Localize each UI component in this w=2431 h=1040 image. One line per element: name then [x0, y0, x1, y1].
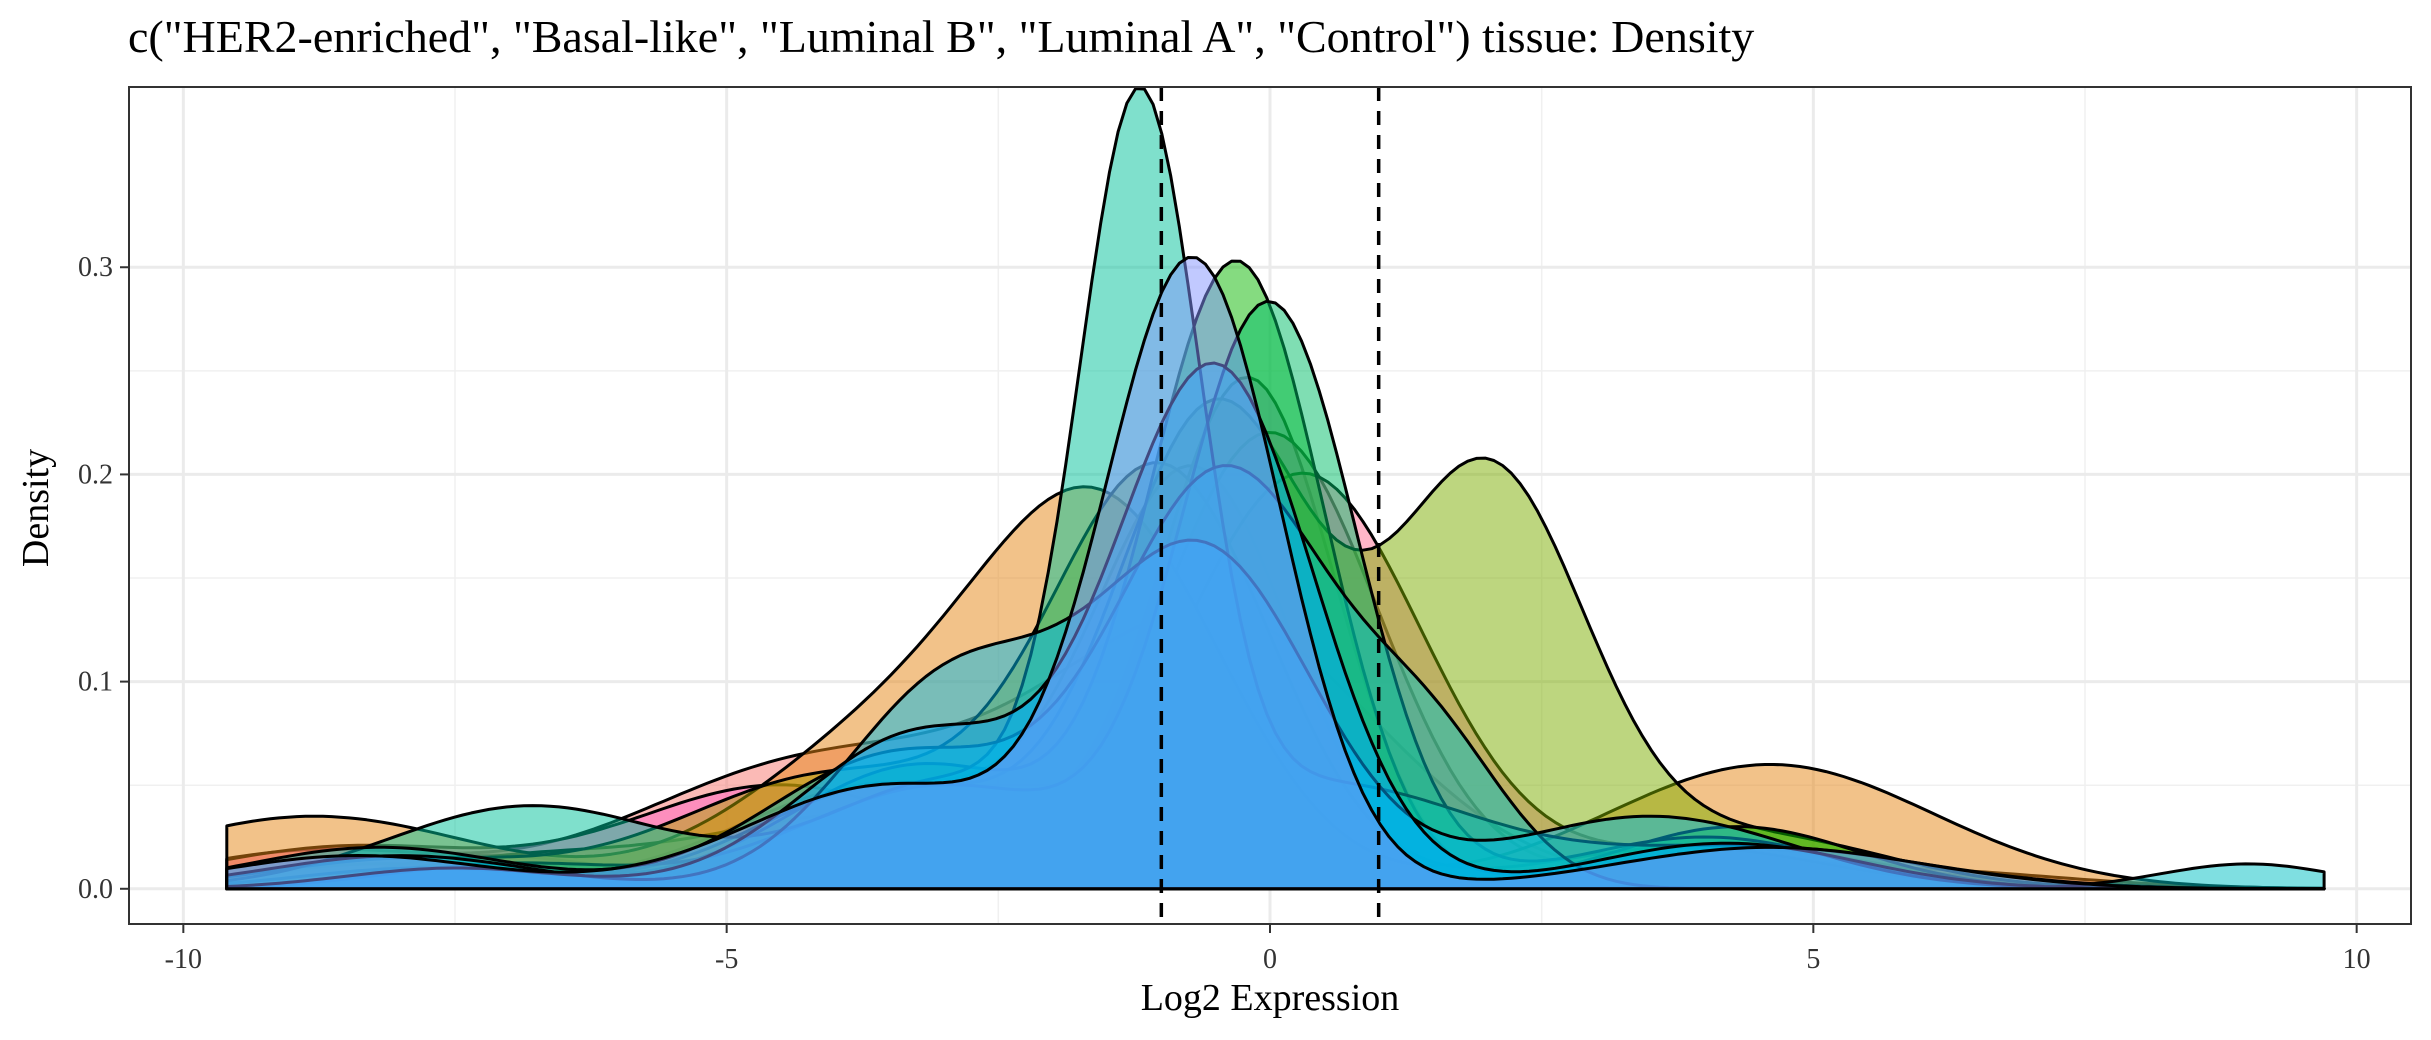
y-axis-title: Density	[15, 449, 57, 567]
x-axis-title: Log2 Expression	[1141, 977, 1400, 1019]
y-tick-label: 0.0	[78, 874, 113, 905]
y-tick-label: 0.2	[78, 459, 113, 490]
x-tick-label: 10	[2343, 944, 2371, 975]
chart-title: c("HER2-enriched", "Basal-like", "Lumina…	[128, 11, 1754, 62]
x-tick-label: 0	[1263, 944, 1277, 975]
plot-area: -10 -5 0 5 10 0.0 0.1 0.2 0.3	[78, 86, 2412, 975]
x-tick-label: -10	[165, 944, 202, 975]
density-curve-15	[225, 256, 2326, 891]
x-tick-label: -5	[715, 944, 738, 975]
x-tick-label: 5	[1806, 944, 1820, 975]
y-tick-label: 0.1	[78, 667, 113, 698]
y-tick-label: 0.3	[78, 252, 113, 283]
